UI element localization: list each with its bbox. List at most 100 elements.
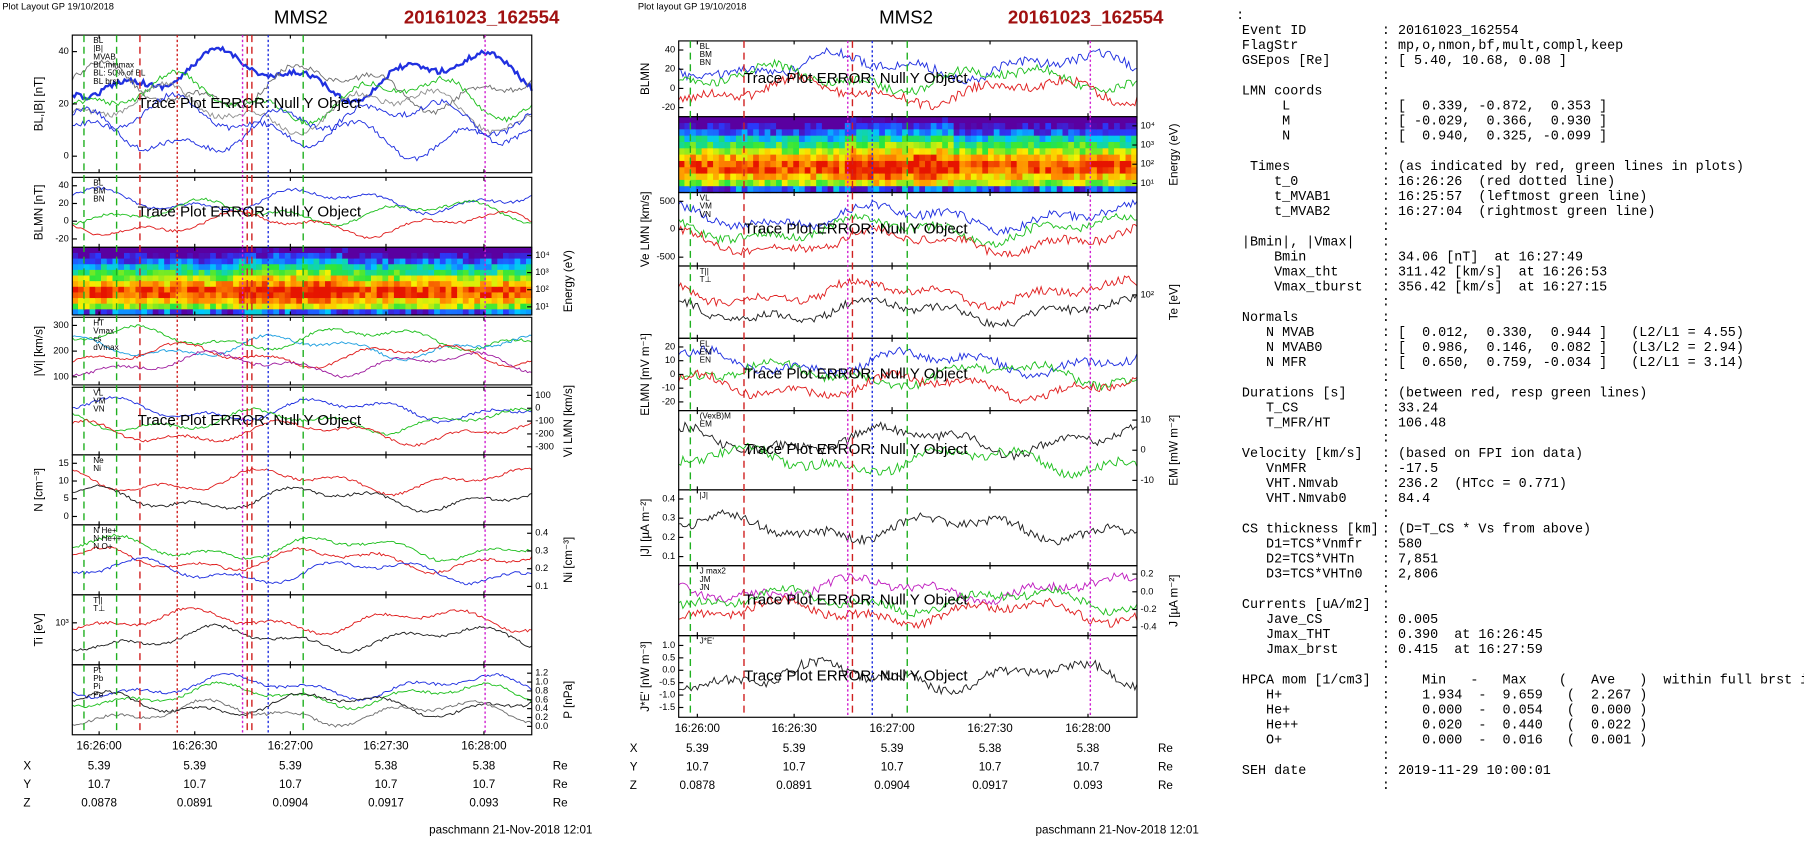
ephemeris-value: 0.0891: [177, 797, 213, 810]
y-axis-label: Ni [cm⁻³]: [562, 537, 575, 583]
spectrogram-cell: [993, 123, 1001, 130]
spectrogram-cell: [491, 303, 498, 310]
spectrogram-cell: [279, 298, 286, 305]
spectrogram-cell: [284, 258, 292, 265]
spectrogram-cell: [434, 292, 441, 299]
y-tick-label: 10²: [535, 284, 548, 294]
spectrogram-cell: [347, 252, 355, 260]
spectrogram-cell: [129, 252, 137, 260]
spectrogram-cell: [434, 252, 441, 260]
y-tick-label: 10³: [1140, 139, 1153, 149]
spectrogram-cell: [72, 286, 79, 294]
spectrogram-cell: [514, 252, 521, 260]
spectrogram-cell: [741, 167, 749, 175]
spectrogram-cell: [850, 135, 857, 143]
spectrogram-cell: [741, 141, 749, 149]
spectrogram-cell: [747, 173, 754, 181]
spectrogram-cell: [1085, 148, 1092, 156]
spectrogram-cell: [902, 148, 909, 156]
spectrogram-cell: [867, 160, 875, 168]
spectrogram-cell: [204, 252, 211, 260]
spectrogram-cell: [164, 258, 171, 265]
spectrogram-cell: [1091, 160, 1098, 168]
spectrogram-cell: [930, 160, 938, 168]
spectrogram-cell: [106, 281, 114, 288]
y-tick-label: -1.5: [659, 702, 675, 712]
y-tick-label: 10⁴: [1140, 120, 1154, 130]
summary-value: : 33.24: [1382, 401, 1438, 416]
spectrogram-cell: [290, 298, 297, 305]
spectrogram-cell: [1096, 116, 1104, 124]
spectrogram-cell: [434, 247, 441, 254]
event-id: 20161023_162554: [1008, 7, 1164, 28]
spectrogram-cell: [907, 141, 915, 149]
spectrogram-cell: [497, 281, 504, 288]
spectrogram-cell: [233, 247, 240, 254]
spectrogram-cell: [388, 286, 395, 294]
spectrogram-cell: [411, 298, 418, 305]
spectrogram-cell: [1091, 129, 1098, 137]
spectrogram-cell: [192, 258, 200, 265]
y-tick-label: 0.0: [535, 721, 548, 731]
spectrogram-cell: [959, 186, 966, 194]
spectrogram-cell: [988, 173, 995, 181]
spectrogram-cell: [827, 148, 834, 156]
y-tick-label: -500: [657, 252, 676, 262]
ephemeris-value: 10.7: [1077, 761, 1100, 774]
spectrogram-cell: [678, 123, 685, 130]
spectrogram-cell: [764, 116, 771, 124]
spectrogram-cell: [913, 173, 920, 181]
spectrogram-cell: [457, 275, 464, 282]
spectrogram-cell: [970, 167, 978, 175]
spectrogram-cell: [793, 141, 800, 149]
spectrogram-cell: [1085, 160, 1092, 168]
spectrogram-cell: [497, 286, 504, 294]
spectrogram-cell: [376, 258, 384, 265]
legend-entry: BL: 50% of BL: [93, 69, 146, 78]
spectrogram-cell: [324, 258, 332, 265]
spectrogram-cell: [776, 179, 783, 187]
y-tick-label: 0.5: [662, 652, 675, 662]
spectrogram-cell: [135, 247, 142, 254]
spectrogram-cell: [724, 129, 731, 137]
spectrogram-cell: [1005, 173, 1012, 181]
spectrogram-cell: [942, 154, 949, 162]
spectrogram-cell: [1022, 148, 1029, 156]
spectrogram-cell: [422, 275, 429, 282]
spectrogram-cell: [839, 129, 846, 137]
spectrogram-cell: [503, 264, 510, 271]
spectrogram-cell: [359, 303, 366, 310]
spectrogram-cell: [422, 281, 429, 288]
spectrogram-cell: [508, 247, 516, 254]
spectrogram-cell: [192, 269, 200, 277]
spectrogram-cell: [181, 298, 188, 305]
spectrogram-cell: [152, 258, 160, 265]
summary-key: SEH date: [1242, 764, 1306, 779]
spectrogram-cell: [1033, 148, 1041, 156]
spectrogram-cell: [1085, 141, 1092, 149]
spectrogram-cell: [204, 303, 211, 310]
spectrogram-cell: [112, 286, 119, 294]
spectrogram-cell: [83, 247, 91, 254]
spectrogram-cell: [959, 141, 966, 149]
spectrogram-cell: [474, 247, 481, 254]
spectrogram-cell: [491, 258, 498, 265]
ephemeris-value: 0.093: [469, 797, 498, 810]
spectrogram-cell: [508, 303, 516, 310]
summary-value: :: [1382, 296, 1390, 311]
plot-title: MMS2: [274, 7, 328, 28]
y-tick-label: 20: [58, 98, 68, 108]
spectrogram-cell: [457, 292, 464, 299]
spectrogram-cell: [982, 135, 989, 143]
spectrogram-cell: [793, 186, 800, 194]
spectrogram-cell: [468, 275, 475, 282]
spectrogram-cell: [730, 129, 737, 137]
spectrogram-cell: [936, 148, 943, 156]
legend-entry: BN: [93, 195, 104, 204]
spectrogram-cell: [953, 116, 960, 124]
spectrogram-cell: [919, 179, 926, 187]
summary-value: : Min - Max ( Ave ) within full brst int: [1382, 673, 1804, 688]
spectrogram-cell: [856, 179, 863, 187]
trace: [72, 690, 532, 718]
y-tick-label: 0.8: [535, 685, 548, 695]
